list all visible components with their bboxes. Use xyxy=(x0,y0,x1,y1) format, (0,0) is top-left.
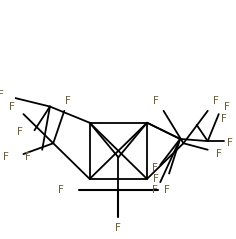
Text: F: F xyxy=(58,185,64,195)
Text: F: F xyxy=(0,90,4,100)
Text: F: F xyxy=(9,102,15,112)
Text: F: F xyxy=(221,114,227,125)
Text: F: F xyxy=(153,96,159,106)
Text: F: F xyxy=(212,96,218,106)
Text: F: F xyxy=(17,127,23,137)
Text: F: F xyxy=(65,96,71,106)
Text: F: F xyxy=(152,185,158,195)
Text: F: F xyxy=(227,138,233,148)
Text: F: F xyxy=(216,149,222,159)
Text: F: F xyxy=(3,152,9,162)
Text: F: F xyxy=(223,102,229,112)
Text: F: F xyxy=(164,185,170,195)
Text: F: F xyxy=(152,163,158,173)
Text: F: F xyxy=(115,223,121,233)
Text: F: F xyxy=(153,174,159,184)
Text: F: F xyxy=(25,152,31,162)
